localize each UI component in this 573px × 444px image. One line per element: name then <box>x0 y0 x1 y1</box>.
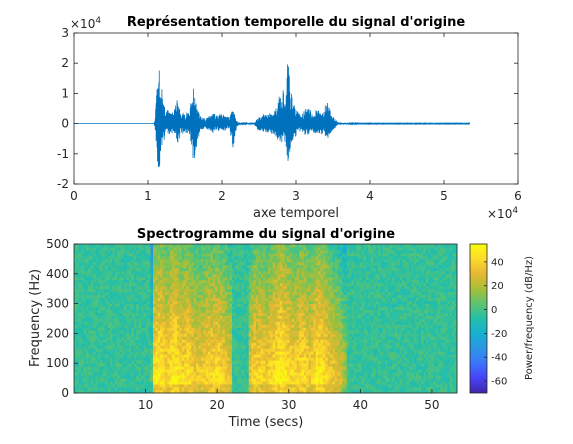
spec-x-tick-label: 50 <box>424 398 439 412</box>
top-x-tick-label: 1 <box>144 189 152 203</box>
top-y-tick-label: 1 <box>61 86 69 100</box>
spec-y-tick-label: 0 <box>61 386 69 400</box>
spec-x-tick-label: 20 <box>210 398 225 412</box>
top-x-tick-label: 0 <box>70 189 78 203</box>
top-x-tick-label: 3 <box>292 189 300 203</box>
top-y-tick-label: -2 <box>57 177 69 191</box>
spectrogram-y-axis-label: Frequency (Hz) <box>28 269 43 367</box>
top-x-tick-label: 2 <box>218 189 226 203</box>
top-x-tick-label: 4 <box>366 189 374 203</box>
spec-y-tick-label: 200 <box>46 326 69 340</box>
colorbar-tick-label: 0 <box>491 305 497 316</box>
top-y-exponent: ×104 <box>70 16 101 31</box>
spec-y-tick-label: 500 <box>46 237 69 251</box>
colorbar-tick-label: 40 <box>491 257 504 268</box>
spec-x-tick-label: 40 <box>353 398 368 412</box>
colorbar <box>469 243 488 394</box>
spectrogram-x-axis-label: Time (secs) <box>228 415 304 430</box>
colorbar-label: Power/frequency (dB/Hz) <box>524 256 535 380</box>
top-y-tick-label: 0 <box>61 117 69 131</box>
top-x-tick-label: 6 <box>514 189 522 203</box>
top-y-tick-label: 2 <box>61 56 69 70</box>
spec-y-tick-label: 400 <box>46 267 69 281</box>
top-plot-area <box>74 33 518 184</box>
colorbar-tick-label: -20 <box>491 329 507 340</box>
top-y-tick-label: 3 <box>61 26 69 40</box>
top-x-axis-label: axe temporel <box>253 206 339 221</box>
colorbar-tick-label: -40 <box>491 353 507 364</box>
top-x-tick-label: 5 <box>440 189 448 203</box>
top-x-exponent: ×104 <box>487 206 518 221</box>
spec-y-tick-label: 100 <box>46 356 69 370</box>
spec-x-tick-label: 30 <box>281 398 296 412</box>
spectrogram-title: Spectrogramme du signal d'origine <box>137 227 395 242</box>
spectrogram-image <box>74 244 458 394</box>
top-chart-title: Représentation temporelle du signal d'or… <box>127 15 466 30</box>
top-y-tick-label: -1 <box>57 147 69 161</box>
spec-y-tick-label: 300 <box>46 297 69 311</box>
waveform-series-line <box>74 64 470 168</box>
colorbar-tick-label: -60 <box>491 377 507 388</box>
colorbar-tick-label: 20 <box>491 281 504 292</box>
spectrogram-frame <box>73 243 458 394</box>
spec-x-tick-label: 10 <box>138 398 153 412</box>
